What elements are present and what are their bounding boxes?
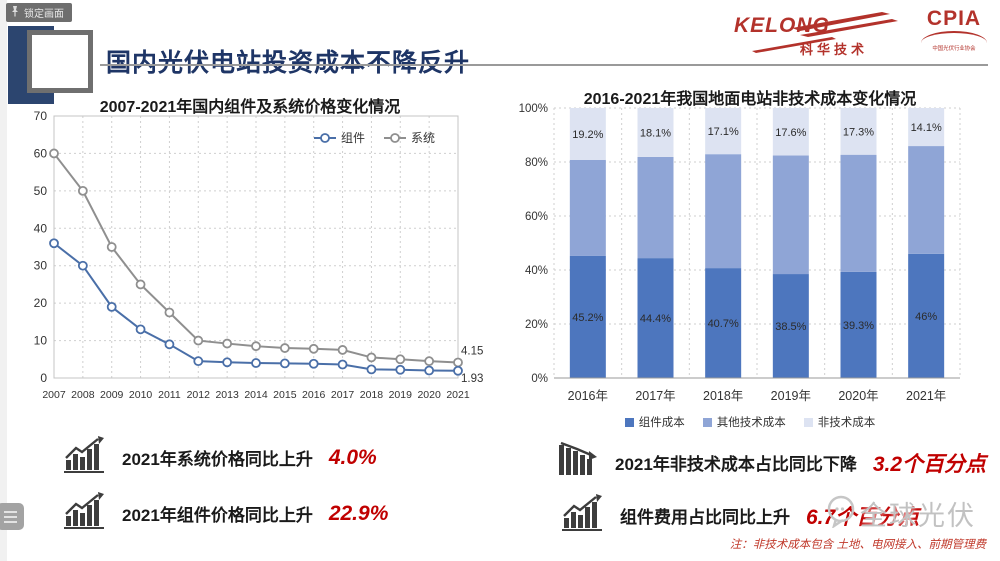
annotation-value: 3.2个百分点 (872, 452, 987, 476)
annotation-text: 组件费用占比同比上升 (620, 508, 790, 527)
annotation-value: 22.9% (328, 501, 389, 525)
cpia-logo: CPIA 中国光伏行业协会 (916, 8, 992, 58)
annotation-module-price: 2021年组件价格同比上升 22.9% (62, 492, 388, 535)
svg-text:17.1%: 17.1% (708, 126, 739, 138)
title-underline (100, 64, 988, 66)
svg-text:17.6%: 17.6% (775, 127, 806, 139)
svg-text:2012: 2012 (187, 389, 211, 401)
rising-bar-chart-icon (560, 494, 604, 537)
svg-text:18.1%: 18.1% (640, 127, 671, 139)
decorative-outline-square (27, 30, 93, 93)
legend-swatch (803, 417, 813, 427)
rising-bar-chart-icon (62, 492, 106, 535)
watermark-text: 全球光伏 (860, 501, 976, 531)
svg-text:46%: 46% (915, 311, 937, 323)
module-system-price-line-chart: 0 10 20 30 40 50 60 70 2007 2008 2009 2010 2011 2012 2… (14, 98, 492, 420)
svg-text:20%: 20% (525, 319, 548, 331)
kelong-logo: KELONG 科华技术 (722, 6, 912, 58)
legend-entry: 其他技术成本 (702, 414, 786, 430)
svg-text:组件: 组件 (341, 131, 365, 145)
bar-chart-legend: 组件成本 其他技术成本 非技术成本 (510, 414, 990, 430)
svg-text:2015: 2015 (273, 389, 297, 401)
svg-text:2014: 2014 (244, 389, 268, 401)
legend-swatch (624, 417, 634, 427)
svg-text:19.2%: 19.2% (572, 129, 603, 141)
line-chart-title: 2007-2021年国内组件及系统价格变化情况 (99, 99, 401, 117)
svg-text:4.15: 4.15 (461, 345, 483, 357)
svg-text:2013: 2013 (215, 389, 239, 401)
svg-text:2021年: 2021年 (906, 389, 946, 403)
svg-text:40: 40 (34, 221, 48, 235)
svg-text:2021: 2021 (446, 389, 470, 401)
kelong-swoosh-icon (752, 12, 898, 53)
chat-bubble-icon (824, 494, 858, 533)
svg-text:2016: 2016 (302, 389, 326, 401)
pin-icon (10, 5, 20, 20)
annotation-nontech-cost: 2021年非技术成本占比同比下降 3.2个百分点 (555, 441, 986, 484)
legend-entry: 非技术成本 (803, 414, 875, 430)
svg-text:10: 10 (34, 334, 48, 348)
svg-text:2019: 2019 (389, 389, 413, 401)
svg-text:0: 0 (40, 371, 47, 385)
left-edge-strip (0, 0, 7, 561)
svg-text:2019年: 2019年 (771, 389, 811, 403)
svg-text:2011: 2011 (158, 389, 181, 401)
svg-text:2020: 2020 (417, 389, 441, 401)
rising-bar-chart-icon (62, 436, 106, 479)
svg-text:80%: 80% (525, 157, 548, 169)
annotation-text: 2021年非技术成本占比同比下降 (615, 455, 857, 474)
non-tech-cost-stacked-bar-chart: 0% 20% 40% 60% 80% 100% 45.2% 19.2% 2016年 44.4% 18… (508, 92, 990, 410)
svg-text:100%: 100% (519, 103, 548, 115)
svg-text:2016年: 2016年 (568, 389, 608, 403)
svg-text:60: 60 (34, 146, 48, 160)
footnote: 注：非技术成本包含 土地、电网接入、前期管理费 (729, 539, 986, 551)
svg-text:44.4%: 44.4% (640, 313, 671, 325)
annotation-text: 2021年组件价格同比上升 (122, 506, 313, 525)
cpia-logo-subtext: 中国光伏行业协会 (932, 46, 976, 52)
svg-text:60%: 60% (525, 211, 548, 223)
svg-text:30: 30 (34, 259, 48, 273)
svg-text:2007: 2007 (42, 389, 66, 401)
svg-text:40%: 40% (525, 265, 548, 277)
svg-text:2010: 2010 (129, 389, 153, 401)
bar-chart-title: 2016-2021年我国地面电站非技术成本变化情况 (583, 91, 917, 109)
svg-text:40.7%: 40.7% (708, 318, 739, 330)
svg-text:50: 50 (34, 184, 48, 198)
svg-text:38.5%: 38.5% (775, 321, 806, 333)
svg-text:20: 20 (34, 296, 48, 310)
pin-lock-tooltip[interactable]: 锁定画面 (6, 3, 72, 22)
watermark: 全球光伏 (824, 494, 976, 533)
annotation-system-price: 2021年系统价格同比上升 4.0% (62, 436, 377, 479)
svg-text:45.2%: 45.2% (572, 312, 603, 324)
svg-text:2008: 2008 (71, 389, 95, 401)
svg-text:39.3%: 39.3% (843, 320, 874, 332)
annotation-text: 2021年系统价格同比上升 (122, 450, 313, 469)
svg-text:2018年: 2018年 (703, 389, 743, 403)
svg-text:2020年: 2020年 (838, 389, 878, 403)
svg-text:2018: 2018 (360, 389, 384, 401)
svg-text:2017: 2017 (331, 389, 355, 401)
svg-text:0%: 0% (531, 373, 548, 385)
kelong-logo-subtext: 科华技术 (800, 42, 869, 57)
hamburger-icon (4, 510, 17, 523)
cpia-logo-text: CPIA (926, 7, 982, 30)
cpia-arc-icon (921, 31, 987, 43)
pin-tooltip-label: 锁定画面 (24, 9, 64, 20)
menu-button[interactable] (0, 503, 24, 530)
svg-text:2017年: 2017年 (635, 389, 675, 403)
legend-swatch (702, 417, 712, 427)
svg-text:2009: 2009 (100, 389, 124, 401)
kelong-logo-text: KELONG (734, 14, 830, 37)
annotation-value: 4.0% (328, 445, 377, 469)
page-title: 国内光伏电站投资成本不降反升 (106, 48, 471, 77)
svg-text:1.93: 1.93 (461, 373, 483, 385)
svg-text:70: 70 (34, 109, 48, 123)
legend-entry: 组件成本 (624, 414, 685, 430)
svg-text:14.1%: 14.1% (911, 122, 942, 134)
svg-text:17.3%: 17.3% (843, 126, 874, 138)
falling-bar-chart-icon (555, 441, 599, 484)
svg-text:系统: 系统 (411, 131, 435, 145)
